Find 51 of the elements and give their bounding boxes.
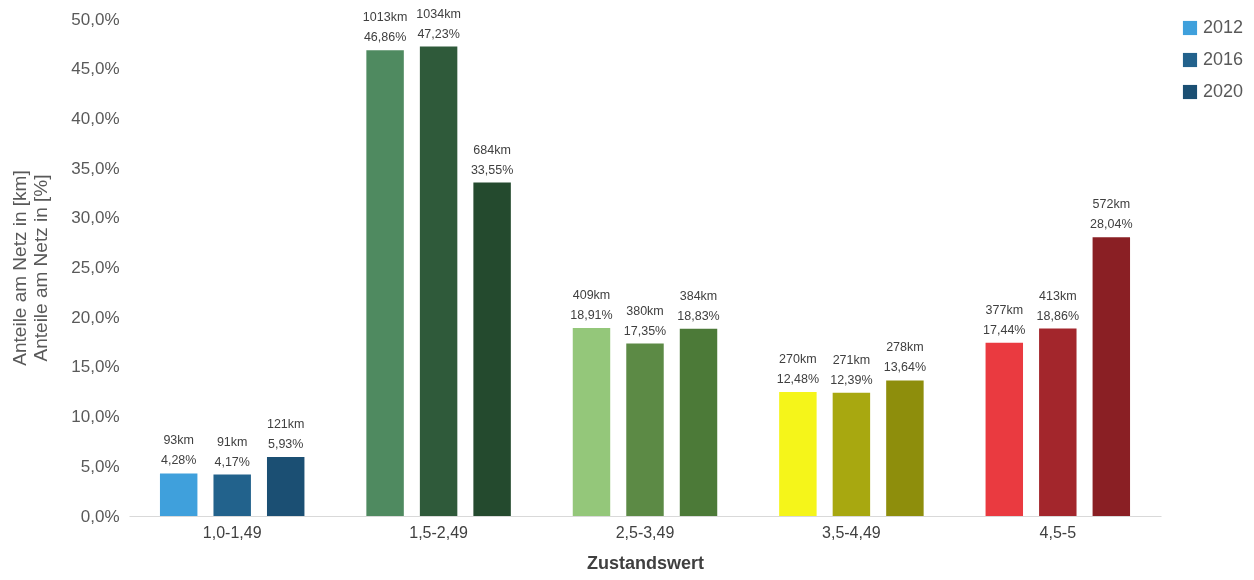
bar [572,328,611,516]
legend-label: 2016 [1203,49,1244,69]
x-tick-label: 1,5-2,49 [409,523,469,541]
bar [1039,328,1077,516]
bar [1092,237,1131,516]
y-tick-label: 5,0% [80,456,120,476]
x-tick-label: 4,5-5 [1039,523,1077,541]
data-label: 270km 12,48% [776,351,820,386]
x-axis-title: Zustandswert [586,552,705,573]
data-label: 384km 18,83% [677,288,720,323]
x-tick-label: 3,5-4,49 [822,523,881,541]
bar [832,392,871,516]
data-label: 1034km 47,23% [416,6,461,41]
data-label: 278km 13,64% [883,340,927,375]
x-tick-label: 1,0-1,49 [202,523,262,541]
y-tick-label: 0,0% [80,506,120,526]
bar [419,46,458,516]
bar [213,474,251,516]
data-label: 121km 5,93% [266,417,305,452]
y-tick-label: 20,0% [71,307,120,327]
data-label: 271km 12,39% [830,352,873,387]
data-label: 93km 4,28% [160,433,197,468]
data-label: 413km 18,86% [1036,288,1079,323]
data-label: 572km 28,04% [1090,197,1133,232]
data-label: 377km 17,44% [983,302,1026,337]
legend-label: 2020 [1203,81,1244,101]
bar [779,391,817,516]
y-tick-label: 40,0% [71,108,120,128]
data-label: 1013km 46,86% [362,10,408,45]
bar [159,473,198,516]
bar [366,50,404,516]
bar [985,342,1024,516]
bar [679,328,718,516]
bar [886,380,924,516]
y-tick-label: 30,0% [71,208,120,228]
bar [626,343,664,516]
bar [266,457,305,516]
legend-label: 2012 [1203,17,1244,37]
data-label: 409km 18,91% [570,288,613,323]
data-label: 684km 33,55% [470,142,514,177]
y-tick-label: 25,0% [71,258,120,277]
y-tick-label: 35,0% [71,158,120,178]
x-tick-label: 2,5-3,49 [615,523,675,541]
y-axis-title: Anteile am Netz in [km] Anteile am Netz in [%] [9,170,52,366]
y-tick-label: 10,0% [71,407,120,427]
y-tick-label: 45,0% [71,59,120,79]
data-label: 380km 17,35% [623,303,667,338]
y-tick-label: 50,0% [71,9,120,29]
y-tick-label: 15,0% [71,357,120,377]
data-label: 91km 4,17% [214,434,250,469]
bar [473,182,511,516]
